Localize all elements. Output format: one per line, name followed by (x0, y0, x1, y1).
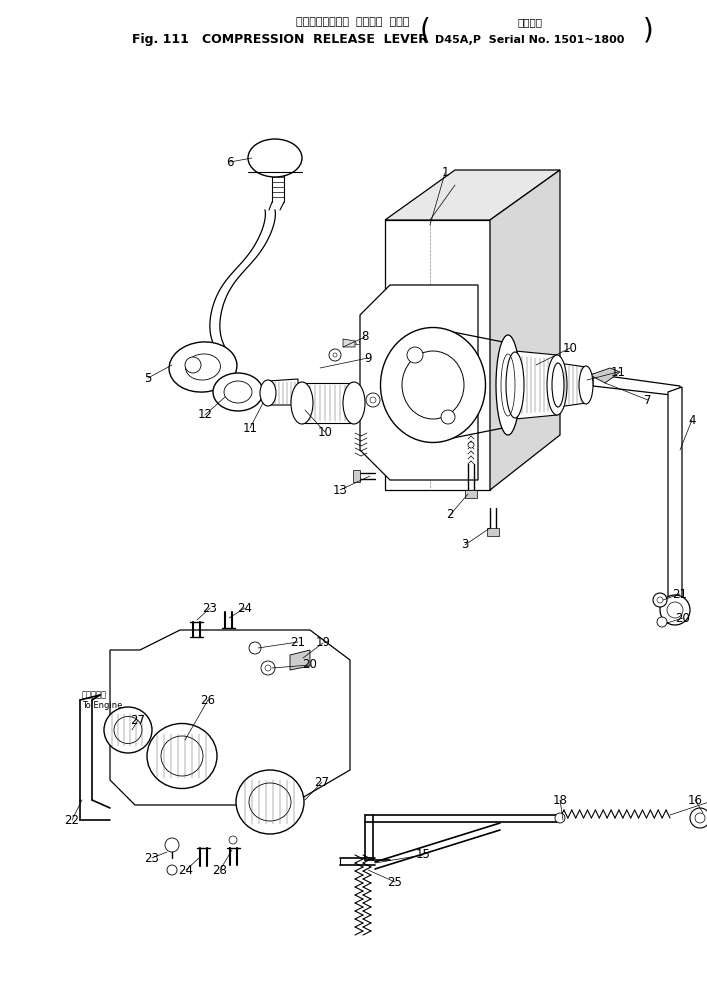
Circle shape (333, 353, 337, 357)
Polygon shape (110, 630, 350, 805)
Text: 8: 8 (361, 330, 368, 343)
Polygon shape (385, 220, 490, 490)
Circle shape (265, 665, 271, 671)
Text: 27: 27 (315, 776, 329, 789)
Text: 26: 26 (201, 693, 216, 706)
Polygon shape (515, 351, 557, 419)
Text: 21: 21 (291, 636, 305, 649)
Polygon shape (490, 170, 560, 490)
Text: 1: 1 (441, 167, 449, 180)
Ellipse shape (496, 335, 520, 435)
Circle shape (695, 813, 705, 823)
Circle shape (249, 642, 261, 654)
Ellipse shape (147, 723, 217, 789)
Polygon shape (290, 650, 310, 670)
Text: 11: 11 (243, 422, 257, 434)
Text: 21: 21 (672, 587, 687, 600)
Text: コンプレッション  リリーズ  レバー: コンプレッション リリーズ レバー (296, 17, 409, 27)
Text: 7: 7 (644, 394, 652, 407)
Polygon shape (353, 470, 360, 482)
Text: 24: 24 (178, 863, 194, 877)
Polygon shape (385, 170, 560, 220)
Text: 15: 15 (416, 848, 431, 861)
Polygon shape (302, 383, 354, 423)
Circle shape (165, 838, 179, 852)
Text: 23: 23 (203, 601, 218, 614)
Ellipse shape (579, 366, 593, 404)
Text: 23: 23 (144, 851, 160, 864)
Text: 10: 10 (563, 341, 578, 354)
Circle shape (555, 813, 565, 823)
Ellipse shape (506, 352, 524, 418)
Circle shape (660, 595, 690, 625)
Text: 11: 11 (611, 365, 626, 379)
Ellipse shape (248, 139, 302, 177)
Ellipse shape (291, 382, 313, 424)
Ellipse shape (236, 770, 304, 834)
Text: 20: 20 (676, 611, 691, 625)
Polygon shape (668, 387, 682, 617)
Ellipse shape (169, 342, 237, 392)
Text: 27: 27 (131, 713, 146, 726)
Text: 25: 25 (387, 876, 402, 889)
Text: 13: 13 (332, 483, 347, 497)
Ellipse shape (380, 327, 486, 442)
Text: 20: 20 (303, 659, 317, 672)
Ellipse shape (104, 707, 152, 753)
Circle shape (370, 397, 376, 403)
Text: 3: 3 (461, 539, 469, 552)
Circle shape (261, 661, 275, 675)
Ellipse shape (213, 373, 263, 411)
Circle shape (657, 617, 667, 627)
Circle shape (657, 597, 663, 603)
Circle shape (690, 808, 707, 828)
Text: 24: 24 (238, 601, 252, 614)
Text: 18: 18 (553, 794, 568, 806)
Polygon shape (343, 339, 355, 347)
Text: D45A,P  Serial No. 1501~1800: D45A,P Serial No. 1501~1800 (436, 35, 625, 45)
Text: 22: 22 (64, 813, 79, 826)
Circle shape (653, 593, 667, 607)
Text: 適用号機: 適用号機 (518, 17, 542, 27)
Polygon shape (268, 379, 298, 405)
Ellipse shape (552, 363, 564, 407)
Circle shape (185, 357, 201, 373)
Polygon shape (465, 490, 477, 498)
Text: 5: 5 (144, 371, 152, 385)
Circle shape (366, 393, 380, 407)
Text: 2: 2 (446, 509, 454, 522)
Circle shape (407, 347, 423, 363)
Text: 6: 6 (226, 156, 234, 169)
Text: To Engine: To Engine (82, 701, 122, 710)
Text: 28: 28 (213, 863, 228, 877)
Circle shape (441, 410, 455, 424)
Text: 19: 19 (315, 637, 330, 650)
Text: 10: 10 (317, 426, 332, 438)
Text: エンジンへ: エンジンへ (82, 690, 107, 699)
Polygon shape (558, 363, 586, 407)
Circle shape (468, 442, 474, 448)
Polygon shape (593, 374, 680, 396)
Polygon shape (360, 285, 478, 480)
Circle shape (167, 865, 177, 875)
Ellipse shape (343, 382, 365, 424)
Circle shape (229, 836, 237, 844)
Text: 4: 4 (688, 414, 696, 427)
Ellipse shape (547, 355, 567, 415)
Circle shape (329, 349, 341, 361)
Text: ): ) (643, 17, 653, 45)
Ellipse shape (260, 380, 276, 406)
Text: 16: 16 (687, 794, 703, 806)
Text: 9: 9 (364, 351, 372, 364)
Text: 12: 12 (197, 409, 213, 422)
Circle shape (667, 602, 683, 618)
Text: (: ( (420, 17, 431, 45)
Text: Fig. 111   COMPRESSION  RELEASE  LEVER: Fig. 111 COMPRESSION RELEASE LEVER (132, 34, 428, 47)
Polygon shape (590, 368, 620, 383)
Polygon shape (487, 528, 499, 536)
